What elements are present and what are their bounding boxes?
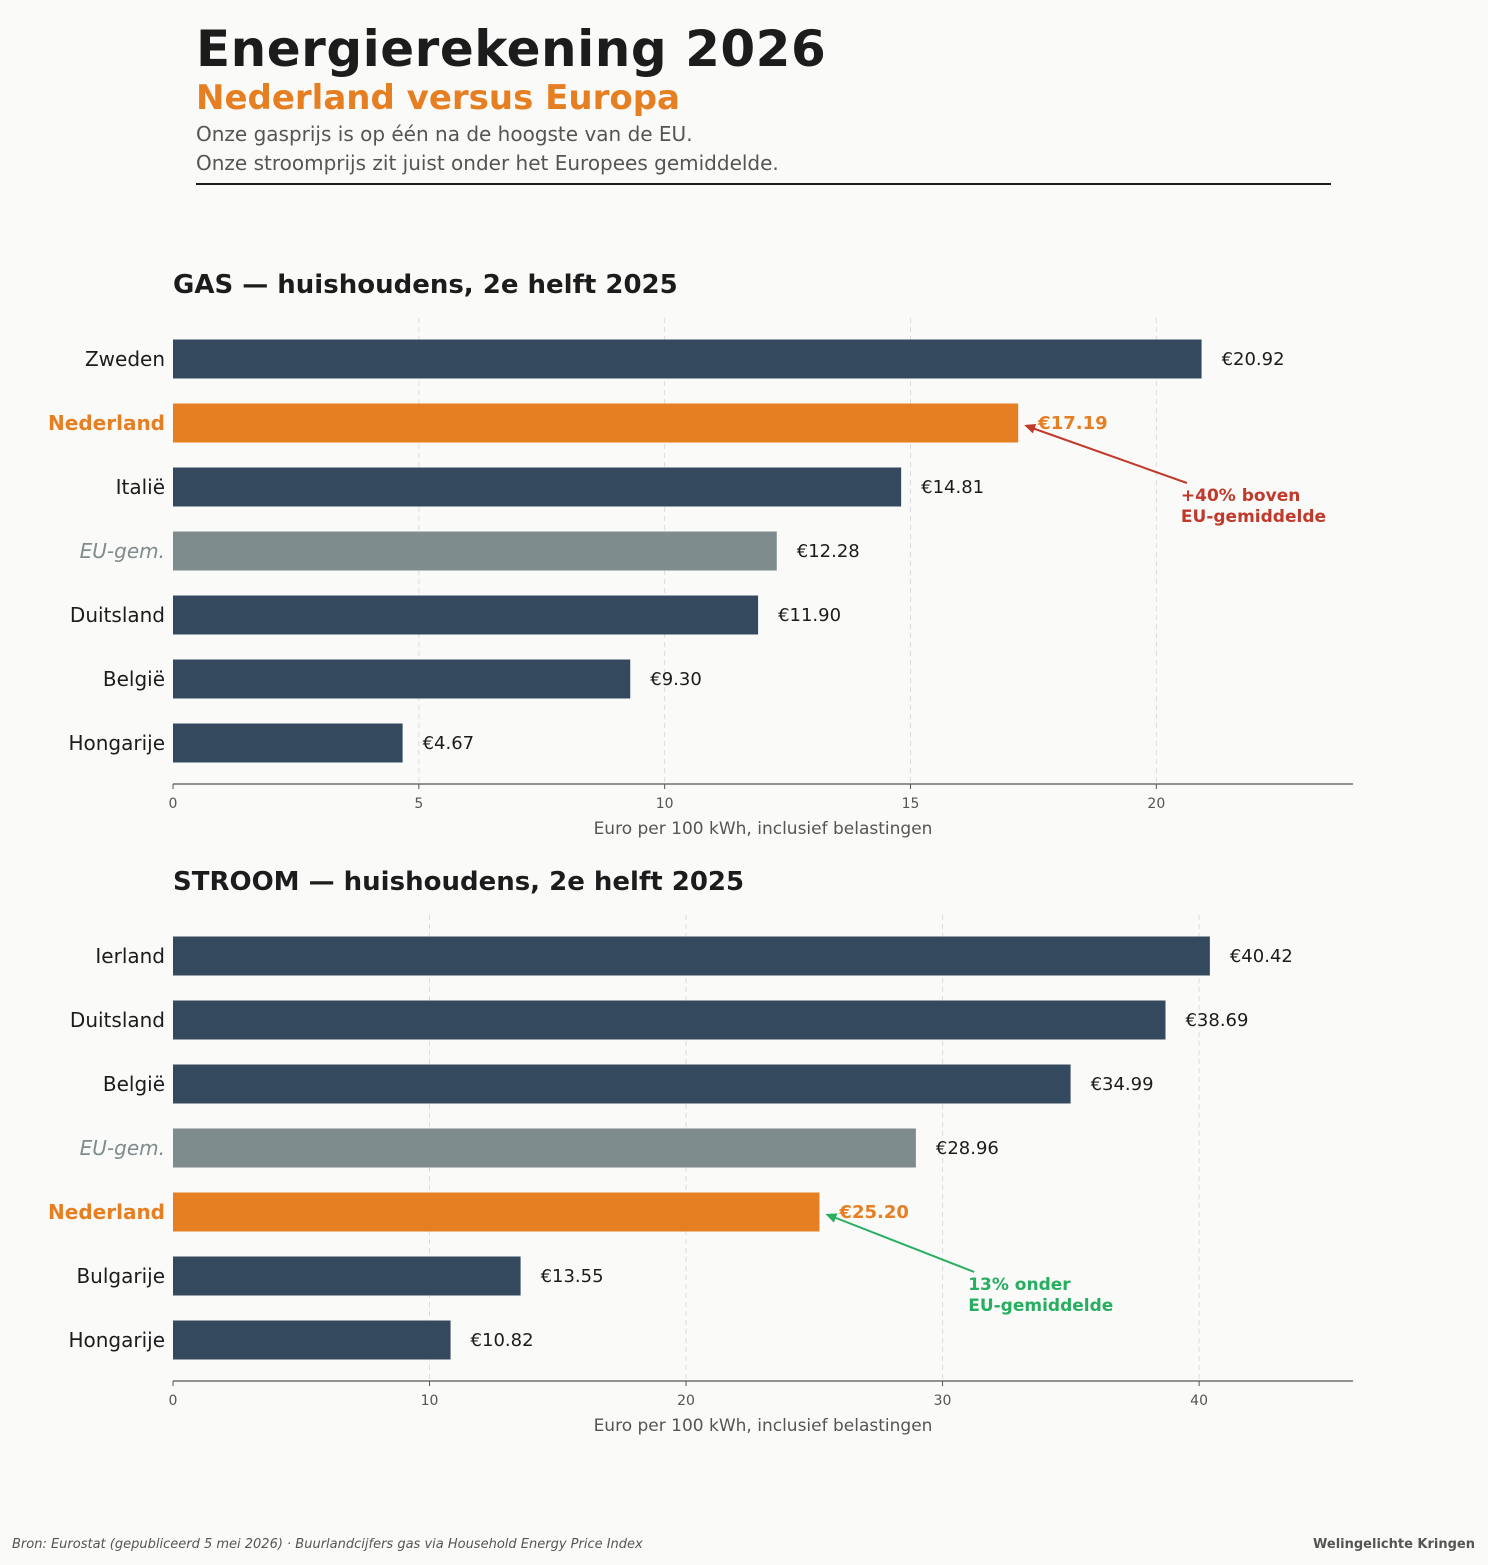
gas-annotation-arrowhead [1024,423,1037,434]
intro-line-stroom: Onze stroomprijs zit juist onder het Eur… [196,151,779,175]
stroom-category-label-nederland: Nederland [48,1200,165,1224]
stroom-value-label-nederland: €25.20 [838,1202,908,1223]
gas-annotation-arrow [1031,427,1188,484]
stroom-chart-title: STROOM — huishoudens, 2e helft 2025 [173,867,745,897]
intro-line-gas: Onze gasprijs is op één na de hoogste va… [196,122,693,146]
gas-annotation-line2: EU-gemiddelde [1181,507,1326,527]
stroom-value-label-eu-gem: €28.96 [936,1138,999,1159]
gas-bar-hongarije [173,723,403,763]
stroom-category-label-ierland: Ierland [95,944,165,968]
page-subtitle: Nederland versus Europa [196,78,681,118]
stroom-tick-label: 0 [169,1393,178,1409]
stroom-category-label-bulgarije: Bulgarije [76,1264,165,1288]
gas-category-label-italie: Italië [116,475,165,499]
gas-bar-nederland [173,403,1019,443]
gas-value-label-hongarije: €4.67 [423,733,475,754]
gas-tick-label: 10 [656,796,674,812]
stroom-bar-nederland [173,1192,820,1232]
stroom-value-label-duitsland: €38.69 [1185,1010,1248,1031]
gas-x-axis-label: Euro per 100 kWh, inclusief belastingen [594,819,933,839]
gas-value-label-italie: €14.81 [921,477,984,498]
stroom-category-label-duitsland: Duitsland [70,1008,165,1032]
page-title: Energierekening 2026 [196,20,827,78]
stroom-value-label-belgie: €34.99 [1091,1074,1154,1095]
gas-bar-eu-gem [173,531,777,571]
gas-annotation-line1: +40% boven [1181,486,1300,506]
gas-category-label-duitsland: Duitsland [70,603,165,627]
stroom-tick-label: 10 [421,1393,439,1409]
gas-value-label-nederland: €17.19 [1037,413,1107,434]
stroom-tick-label: 20 [677,1393,695,1409]
stroom-category-label-eu-gem: EU-gem. [80,1136,165,1160]
gas-value-label-zweden: €20.92 [1222,349,1285,370]
gas-category-label-eu-gem: EU-gem. [80,539,165,563]
gas-value-label-belgie: €9.30 [650,669,702,690]
gas-chart: Zweden €20.92 Nederland €17.19 Italië €14.81 E… [48,318,1353,839]
stroom-bar-bulgarije [173,1256,521,1296]
stroom-bar-ierland [173,936,1210,976]
header-divider [196,183,1331,185]
gas-value-label-eu-gem: €12.28 [797,541,860,562]
stroom-annotation-line2: EU-gemiddelde [968,1296,1113,1316]
gas-bar-belgie [173,659,631,699]
stroom-bar-belgie [173,1064,1071,1104]
stroom-annotation-arrow [833,1216,975,1273]
gas-tick-label: 20 [1147,796,1165,812]
gas-bar-italie [173,467,902,507]
stroom-x-axis-label: Euro per 100 kWh, inclusief belastingen [594,1416,933,1436]
stroom-tick-label: 40 [1190,1393,1208,1409]
stroom-annotation-line1: 13% onder [968,1275,1071,1295]
source-note: Bron: Eurostat (gepubliceerd 5 mei 2026)… [12,1537,643,1552]
gas-tick-label: 5 [414,796,423,812]
gas-category-label-nederland: Nederland [48,411,165,435]
gas-value-label-duitsland: €11.90 [778,605,841,626]
gas-category-label-zweden: Zweden [85,347,165,371]
stroom-category-label-belgie: België [103,1072,165,1096]
stroom-bar-hongarije [173,1320,451,1360]
gas-bar-duitsland [173,595,759,635]
gas-chart-title: GAS — huishoudens, 2e helft 2025 [173,270,678,300]
gas-category-label-hongarije: Hongarije [68,731,165,755]
stroom-category-label-hongarije: Hongarije [68,1328,165,1352]
stroom-tick-label: 30 [934,1393,952,1409]
stroom-bar-eu-gem [173,1128,916,1168]
gas-tick-label: 0 [169,796,178,812]
stroom-bar-duitsland [173,1000,1166,1040]
stroom-chart: Ierland €40.42 Duitsland €38.69 België €34.99… [48,915,1353,1436]
stroom-annotation-arrowhead [825,1213,838,1223]
brand-label: Welingelichte Kringen [1313,1537,1475,1552]
stroom-value-label-bulgarije: €13.55 [541,1266,604,1287]
stroom-value-label-ierland: €40.42 [1230,946,1293,967]
gas-category-label-belgie: België [103,667,165,691]
gas-bar-zweden [173,339,1202,379]
stroom-value-label-hongarije: €10.82 [471,1330,534,1351]
gas-tick-label: 15 [902,796,920,812]
